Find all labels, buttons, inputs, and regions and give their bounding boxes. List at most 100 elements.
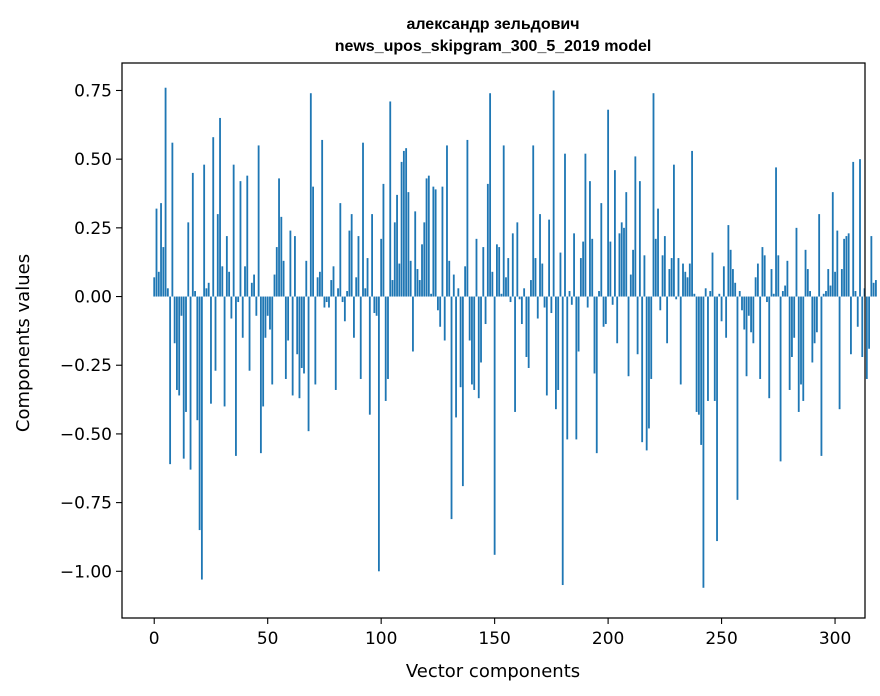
bar-147 [486, 183, 489, 297]
bar-87 [350, 214, 353, 297]
bar-253 [727, 225, 730, 297]
y-axis-ticks: 0.75 0.50 0.25 0.00 −0.25 −0.50 −0.75 −1.00 [60, 81, 122, 582]
bar-180 [561, 296, 564, 586]
bar-301 [836, 230, 839, 297]
bar-171 [541, 263, 544, 297]
bar-34 [230, 296, 233, 319]
bar-149 [491, 271, 494, 297]
bar-293 [818, 214, 821, 297]
bar-227 [668, 269, 671, 297]
bar-236 [688, 263, 691, 297]
bar-33 [228, 271, 231, 297]
bar-279 [786, 260, 789, 297]
bar-169 [536, 296, 539, 319]
bar-271 [768, 296, 771, 399]
bar-250 [720, 296, 723, 322]
bar-219 [650, 296, 653, 379]
bar-162 [520, 296, 523, 325]
bar-102 [384, 296, 387, 401]
bar-237 [691, 150, 693, 297]
bar-95 [368, 296, 371, 415]
bar-111 [405, 148, 408, 297]
bar-119 [423, 222, 426, 297]
bar-248 [716, 296, 718, 542]
x-tick-label: 0 [149, 629, 160, 649]
y-tick-label: 0.75 [74, 81, 112, 101]
bar-284 [797, 296, 800, 412]
bar-141 [473, 296, 476, 390]
bar-49 [264, 296, 267, 338]
y-tick-label: 0.50 [74, 150, 112, 170]
bar-304 [843, 238, 846, 297]
bar-318 [874, 280, 877, 297]
x-tick-label: 100 [365, 629, 397, 649]
bar-204 [616, 296, 619, 344]
bar-128 [443, 296, 446, 341]
bar-238 [693, 293, 696, 297]
bar-59 [287, 296, 290, 341]
bar-292 [815, 296, 818, 333]
bar-242 [702, 296, 705, 588]
bar-295 [822, 293, 825, 297]
bar-109 [400, 161, 403, 297]
bar-175 [550, 296, 553, 314]
bar-69 [309, 93, 312, 297]
bar-76 [325, 296, 328, 303]
bar-172 [543, 296, 546, 308]
bar-225 [663, 236, 666, 297]
bar-231 [677, 258, 680, 297]
x-axis-label: Vector components [406, 661, 580, 682]
bar-113 [409, 260, 412, 297]
bar-187 [577, 296, 580, 352]
bar-192 [589, 181, 591, 297]
bar-88 [353, 296, 355, 338]
bar-186 [575, 296, 578, 440]
bar-90 [357, 236, 360, 297]
bar-63 [296, 296, 299, 355]
bar-245 [709, 291, 712, 297]
bar-273 [772, 293, 775, 297]
bar-260 [743, 296, 746, 330]
bar-197 [600, 203, 603, 297]
bar-142 [475, 238, 478, 297]
bar-25 [210, 296, 212, 404]
bar-70 [312, 186, 314, 297]
bar-48 [262, 296, 265, 407]
bar-81 [337, 288, 339, 297]
bar-303 [840, 269, 843, 297]
bar-22 [203, 164, 206, 297]
bar-84 [343, 296, 346, 322]
bar-121 [427, 175, 430, 297]
bar-239 [695, 296, 698, 412]
bar-40 [244, 266, 246, 297]
bar-21 [200, 296, 203, 580]
bar-163 [523, 288, 526, 297]
bar-255 [732, 269, 734, 297]
bar-262 [747, 296, 750, 316]
bar-275 [777, 255, 780, 297]
bar-181 [564, 153, 566, 297]
bar-96 [371, 214, 373, 297]
bar-8 [171, 142, 174, 297]
bar-281 [791, 296, 793, 357]
bar-29 [219, 117, 221, 297]
x-tick-label: 300 [819, 629, 851, 649]
bar-205 [618, 233, 621, 297]
bar-93 [364, 288, 367, 297]
bar-19 [196, 296, 199, 421]
bar-243 [704, 288, 707, 297]
bar-73 [318, 271, 321, 297]
bar-16 [189, 296, 192, 470]
bar-215 [641, 296, 644, 443]
bar-157 [509, 296, 512, 303]
bar-123 [432, 186, 435, 297]
bar-53 [273, 274, 276, 297]
y-tick-label: −1.00 [60, 562, 112, 582]
bar-198 [602, 296, 605, 327]
bar-309 [854, 291, 857, 297]
bar-258 [738, 291, 741, 297]
bar-86 [348, 230, 351, 297]
bar-62 [294, 236, 296, 297]
bar-300 [834, 271, 836, 297]
bar-232 [679, 296, 682, 385]
